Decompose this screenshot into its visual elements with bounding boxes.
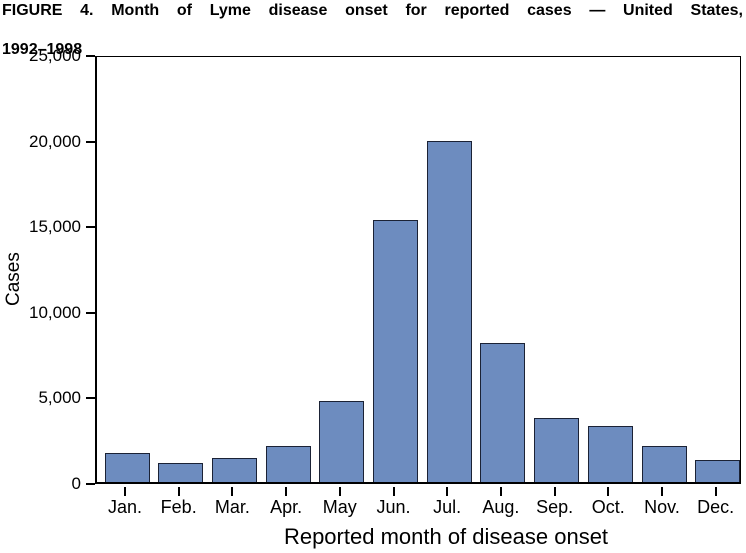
bar-mar — [211, 458, 257, 482]
y-tick — [86, 55, 95, 57]
x-tick — [124, 486, 126, 496]
bar-jun — [373, 220, 418, 482]
y-tick — [86, 397, 95, 400]
x-tick — [714, 486, 717, 496]
figure-title-line2: 1992–1998 — [2, 41, 83, 58]
plot-area — [95, 56, 741, 484]
y-tick-label: 20,000 — [29, 131, 81, 151]
x-tick — [446, 486, 449, 496]
x-tick-label: Feb. — [160, 497, 197, 517]
y-tick — [86, 311, 95, 314]
x-tick-label: Jan. — [107, 497, 143, 517]
x-tick-label: Oct. — [591, 497, 625, 517]
x-tick-label: Dec. — [697, 497, 735, 517]
x-tick — [231, 486, 234, 496]
x-tick-label: Apr. — [270, 497, 303, 517]
bar-jul — [426, 141, 472, 482]
x-tick-label: Sep. — [536, 497, 574, 517]
bar-feb — [158, 463, 204, 482]
bar-oct — [587, 426, 633, 482]
x-tick-label: Mar. — [214, 497, 250, 517]
x-tick-label: Nov. — [644, 497, 680, 517]
bar-nov — [641, 446, 687, 482]
figure-title-line1: FIGURE 4. Month of Lyme disease onset fo… — [2, 2, 743, 19]
x-tick — [177, 486, 180, 496]
bar-jan — [104, 453, 150, 482]
y-tick-label: 15,000 — [29, 217, 81, 237]
y-tick — [86, 226, 95, 229]
x-tick-label: Aug. — [482, 497, 520, 517]
bar-sep — [534, 418, 580, 482]
x-tick — [661, 486, 663, 496]
x-tick — [499, 486, 502, 496]
bar-dec — [695, 460, 741, 482]
x-tick-label: Jul. — [433, 497, 462, 517]
x-tick-label: May — [322, 497, 357, 517]
bar-aug — [480, 343, 526, 482]
bar-apr — [265, 446, 311, 482]
y-tick-label: 25,000 — [29, 46, 81, 65]
y-tick — [86, 483, 95, 485]
x-tick — [392, 486, 395, 496]
x-tick-label: Jun. — [376, 497, 411, 517]
y-tick-label: 10,000 — [29, 302, 81, 322]
bar-may — [319, 401, 365, 482]
x-tick — [553, 486, 556, 496]
y-tick-label: 0 — [71, 474, 81, 493]
x-tick — [338, 486, 341, 496]
figure-title: FIGURE 4. Month of Lyme disease onset fo… — [2, 1, 743, 60]
y-tick — [86, 140, 95, 143]
x-tick — [607, 486, 610, 496]
x-tick — [285, 486, 288, 496]
y-tick-label: 5,000 — [38, 388, 81, 408]
x-axis-title: Reported month of disease onset — [283, 524, 609, 549]
